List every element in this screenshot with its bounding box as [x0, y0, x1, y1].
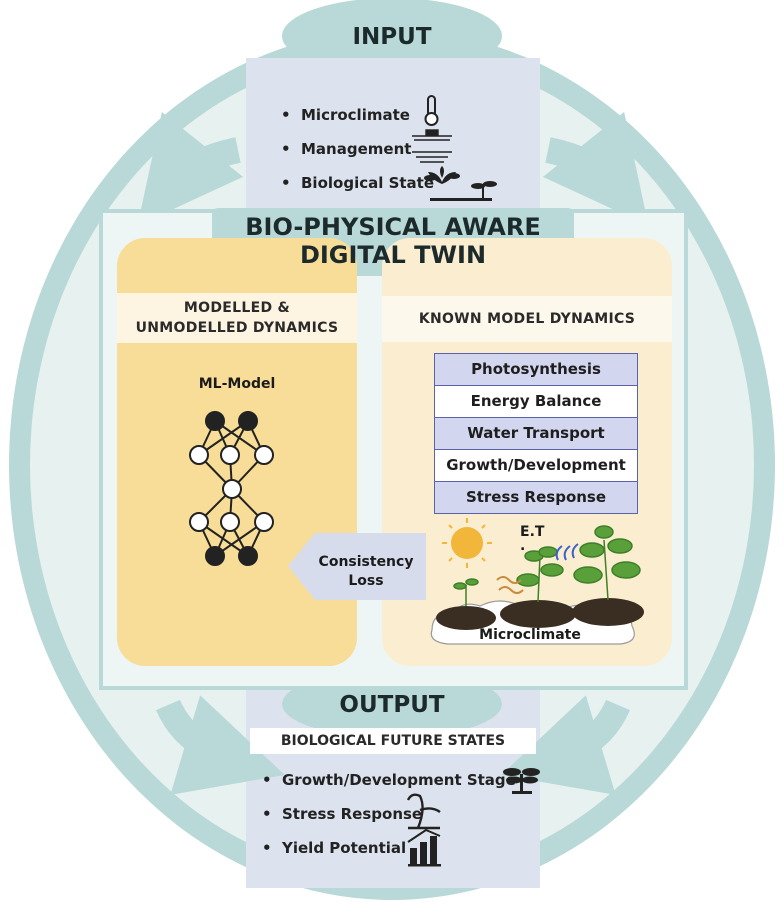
output-list: Growth/Development Stage Stress Response…	[262, 766, 516, 868]
right-panel-header	[382, 296, 672, 342]
input-item-microclimate: Microclimate	[281, 101, 434, 135]
ml-model-label: ML-Model	[198, 376, 276, 392]
evaporation-icon	[555, 543, 579, 561]
consistency-arrow-shape	[288, 533, 426, 600]
input-list: Microclimate Management Biological State	[281, 101, 434, 203]
consistency-line2: Loss	[348, 573, 384, 589]
plant-sprouts	[453, 525, 641, 606]
arrow-top-right	[542, 111, 649, 226]
arrow-bottom-right	[501, 695, 630, 795]
input-tab	[282, 0, 502, 74]
sun-icon	[442, 518, 492, 568]
input-item-management: Management	[281, 135, 434, 169]
input-item-biological-state: Biological State	[281, 169, 434, 203]
soil-mounds	[436, 598, 644, 630]
left-panel-header	[117, 293, 357, 343]
et-dot: .	[520, 538, 526, 554]
output-item-yield-potential: Yield Potential	[262, 834, 516, 868]
arrow-bottom-left	[156, 695, 285, 795]
right-panel-title: KNOWN MODEL DYNAMICS	[418, 311, 636, 327]
known-dynamics-table: Photosynthesis Energy Balance Water Tran…	[434, 353, 638, 514]
output-subtitle: BIOLOGICAL FUTURE STATES	[250, 728, 536, 754]
neural-network-icon	[189, 411, 274, 566]
twin-title-line1: BIO-PHYSICAL AWARE	[245, 213, 541, 241]
warm-air-icon	[496, 576, 524, 594]
output-title: OUTPUT	[339, 692, 445, 718]
consistency-loss-label: Consistency Loss	[312, 553, 420, 591]
dynamics-row-stress-response: Stress Response	[435, 482, 637, 513]
dynamics-row-water-transport: Water Transport	[435, 418, 637, 450]
dynamics-row-growth-development: Growth/Development	[435, 450, 637, 482]
microclimate-label: Microclimate	[479, 627, 581, 643]
left-panel-title: MODELLED & UNMODELLED DYNAMICS	[117, 298, 357, 338]
output-item-stress-response: Stress Response	[262, 800, 516, 834]
twin-title-line2: DIGITAL TWIN	[299, 241, 487, 269]
dynamics-row-energy-balance: Energy Balance	[435, 386, 637, 418]
left-panel-title-line1: MODELLED &	[183, 300, 291, 316]
twin-title: BIO-PHYSICAL AWARE DIGITAL TWIN	[212, 213, 574, 269]
plants-icon	[424, 166, 497, 201]
et-label: E.T	[520, 524, 545, 540]
output-item-growth-stage: Growth/Development Stage	[262, 766, 516, 800]
arrow-top-left	[137, 111, 244, 226]
left-panel-title-line2: UNMODELLED DYNAMICS	[135, 320, 339, 336]
dynamics-row-photosynthesis: Photosynthesis	[435, 354, 637, 386]
input-title: INPUT	[352, 24, 432, 50]
consistency-line1: Consistency	[318, 554, 414, 570]
